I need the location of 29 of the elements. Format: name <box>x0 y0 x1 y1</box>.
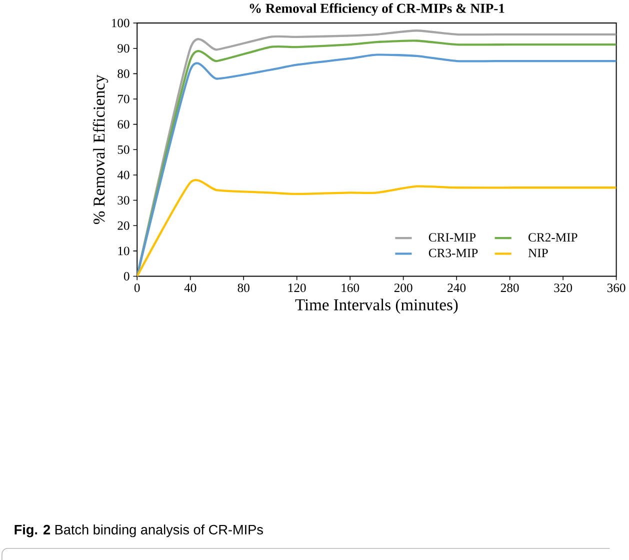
y-tick-label: 80 <box>118 69 130 78</box>
x-tick-label: 80 <box>238 283 250 292</box>
x-tick-label: 280 <box>500 283 519 292</box>
y-tick-label: 50 <box>118 145 130 154</box>
y-tick-label: 100 <box>112 18 130 28</box>
legend-label: NIP <box>528 248 548 257</box>
y-tick-label: 40 <box>117 170 130 179</box>
x-tick-label: 360 <box>607 283 626 292</box>
y-axis-title: % Removal Efficiency <box>92 74 108 224</box>
x-tick-label: 120 <box>288 283 306 292</box>
y-tick-label: 10 <box>118 246 130 255</box>
y-tick-label: 90 <box>118 44 130 52</box>
x-tick-label: 40 <box>184 283 196 292</box>
x-tick-label: 160 <box>342 283 360 292</box>
x-tick-label: 200 <box>394 283 412 292</box>
legend-label: CR3-MIP <box>428 248 478 258</box>
y-tick-label: 20 <box>118 221 130 230</box>
x-axis-title: Time Intervals (minutes) <box>295 298 458 314</box>
x-tick-label: 320 <box>554 283 572 292</box>
legend-label: CRI-MIP <box>428 232 476 242</box>
x-tick-label: 240 <box>448 283 466 292</box>
legend-label: CR2-MIP <box>528 232 578 242</box>
y-tick-label: 70 <box>118 94 130 104</box>
y-tick-label: 0 <box>124 272 130 280</box>
chart-title: % Removal Efficiency of CR-MIPs & NIP-1 <box>250 2 504 16</box>
text: Fig. 2 Batch binding analysis of CR-MIPs <box>14 524 263 537</box>
x-tick-label: 0 <box>134 283 140 292</box>
y-tick-label: 30 <box>118 196 130 204</box>
y-tick-label: 60 <box>118 120 130 128</box>
